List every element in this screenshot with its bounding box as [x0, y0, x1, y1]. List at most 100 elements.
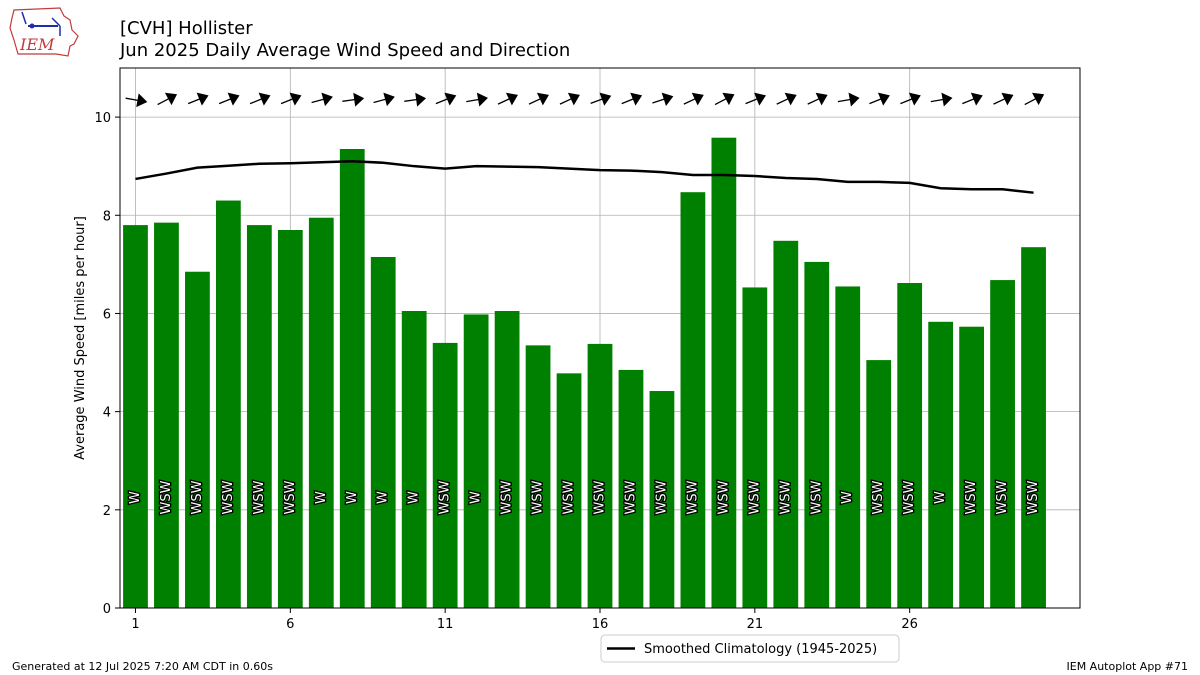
wind-arrow: [157, 92, 178, 106]
wind-arrow: [745, 92, 766, 106]
direction-label: WSW: [685, 480, 700, 514]
direction-label: WSW: [500, 480, 515, 514]
wind-arrow: [435, 92, 457, 106]
direction-label: WSW: [623, 480, 638, 514]
bar: [866, 360, 892, 608]
x-tick-label: 6: [286, 617, 294, 632]
direction-label: WSW: [252, 480, 267, 514]
wind-arrow: [652, 92, 674, 106]
wind-arrow: [837, 92, 860, 107]
wind-arrow: [776, 92, 797, 106]
wind-arrow: [993, 92, 1014, 106]
wind-arrow: [249, 92, 271, 106]
bar: [773, 240, 799, 609]
chart-title: [CVH] Hollister: [120, 18, 253, 39]
wind-arrow: [125, 93, 148, 108]
direction-label: WSW: [778, 480, 793, 514]
bar: [216, 200, 241, 608]
bar: [804, 261, 830, 608]
direction-label: WSW: [190, 480, 205, 514]
direction-label: W: [345, 491, 360, 504]
wind-arrow: [497, 92, 518, 106]
y-tick-label: 6: [103, 307, 111, 322]
bar: [123, 225, 148, 608]
wind-arrow: [807, 92, 828, 106]
direction-label: W: [128, 491, 143, 504]
wind-arrow: [187, 92, 209, 106]
wind-arrow: [930, 92, 953, 107]
bar: [339, 149, 365, 608]
bar: [711, 137, 737, 608]
direction-label: WSW: [716, 480, 731, 514]
bar: [463, 314, 489, 608]
wind-arrow: [404, 92, 427, 107]
wind-arrow: [528, 92, 549, 106]
direction-label: WSW: [531, 480, 546, 514]
y-tick-label: 10: [94, 111, 111, 126]
wind-arrow: [1024, 92, 1045, 106]
bar: [246, 225, 272, 608]
y-tick-label: 2: [103, 504, 111, 519]
wind-arrow: [342, 92, 365, 107]
chart-subtitle: Jun 2025 Daily Average Wind Speed and Di…: [120, 40, 571, 61]
direction-label: W: [840, 491, 855, 504]
wind-arrow: [559, 92, 580, 106]
x-tick-label: 21: [747, 617, 764, 632]
wind-arrow: [311, 92, 333, 107]
bar: [308, 217, 334, 608]
legend-label: Smoothed Climatology (1945-2025): [644, 642, 877, 657]
wind-arrow: [683, 92, 704, 106]
wind-arrow: [714, 92, 735, 106]
y-tick-label: 8: [103, 209, 111, 224]
wind-arrow: [869, 92, 890, 106]
bar: [835, 286, 861, 608]
x-tick-label: 26: [901, 617, 918, 632]
x-tick-label: 11: [437, 617, 454, 632]
bar: [525, 345, 551, 608]
direction-label: W: [314, 491, 329, 504]
wind-arrow: [280, 92, 302, 106]
wind-arrow: [590, 92, 612, 106]
direction-label: W: [469, 491, 484, 504]
bar: [742, 287, 768, 608]
logo-text: IEM: [19, 35, 55, 54]
bar: [928, 321, 954, 608]
bar: [185, 271, 210, 608]
bar: [649, 391, 675, 608]
direction-label: WSW: [902, 480, 917, 514]
bar: [1021, 247, 1046, 608]
wind-arrow: [900, 92, 921, 106]
footer-app-label: IEM Autoplot App #71: [1066, 660, 1189, 673]
direction-label: WSW: [747, 480, 762, 514]
y-tick-label: 0: [103, 602, 111, 617]
bar: [401, 311, 427, 608]
bar: [370, 257, 396, 608]
direction-label: WSW: [964, 480, 979, 514]
direction-label: WSW: [809, 480, 824, 514]
direction-label: WSW: [593, 480, 608, 514]
bar: [494, 311, 520, 608]
bar: [959, 326, 984, 608]
wind-arrow: [466, 92, 488, 107]
bar: [432, 342, 458, 608]
bar: [897, 283, 923, 608]
bar: [618, 369, 644, 608]
bar: [277, 230, 303, 608]
direction-label: WSW: [562, 480, 577, 514]
direction-label: WSW: [438, 480, 453, 514]
bar: [680, 192, 706, 608]
y-axis-label: Average Wind Speed [miles per hour]: [73, 216, 88, 460]
legend-box: [600, 634, 900, 663]
bar: [556, 373, 582, 608]
x-tick-label: 1: [131, 617, 139, 632]
bar: [154, 222, 179, 609]
direction-label: WSW: [1026, 480, 1041, 514]
iem-logo: IEM: [9, 7, 79, 57]
footer-generated-text: Generated at 12 Jul 2025 7:20 AM CDT in …: [12, 660, 273, 673]
wind-arrow: [218, 92, 240, 106]
bar: [587, 343, 613, 608]
direction-label: WSW: [995, 480, 1010, 514]
x-tick-label: 16: [592, 617, 609, 632]
direction-label: W: [933, 491, 948, 504]
